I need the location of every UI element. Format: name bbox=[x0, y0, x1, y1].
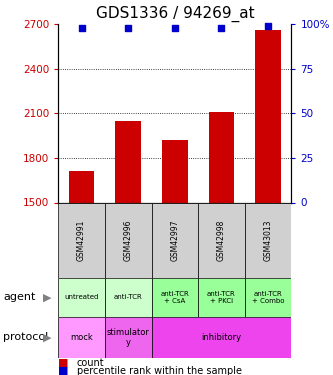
Text: GSM43013: GSM43013 bbox=[263, 219, 273, 261]
Bar bbox=[69, 171, 95, 202]
Bar bbox=[152, 202, 198, 278]
Text: inhibitory: inhibitory bbox=[201, 333, 241, 342]
Text: protocol: protocol bbox=[3, 333, 49, 342]
Bar bbox=[208, 112, 234, 202]
Bar bbox=[245, 278, 291, 317]
Bar bbox=[58, 317, 105, 358]
Bar bbox=[152, 317, 291, 358]
Text: ■: ■ bbox=[58, 358, 69, 368]
Bar bbox=[245, 202, 291, 278]
Text: mock: mock bbox=[70, 333, 93, 342]
Text: ▶: ▶ bbox=[43, 333, 52, 342]
Text: ▶: ▶ bbox=[43, 292, 52, 302]
Point bbox=[265, 23, 271, 29]
Bar bbox=[162, 140, 188, 202]
Point bbox=[172, 25, 177, 31]
Text: agent: agent bbox=[3, 292, 36, 302]
Text: anti-TCR
+ CsA: anti-TCR + CsA bbox=[161, 291, 189, 304]
Text: anti-TCR: anti-TCR bbox=[114, 294, 143, 300]
Point bbox=[219, 25, 224, 31]
Bar bbox=[58, 202, 105, 278]
Bar bbox=[198, 202, 245, 278]
Bar bbox=[116, 121, 141, 202]
Text: ■: ■ bbox=[58, 366, 69, 375]
Bar bbox=[105, 202, 152, 278]
Text: GSM42997: GSM42997 bbox=[170, 219, 179, 261]
Bar bbox=[105, 278, 152, 317]
Bar bbox=[255, 30, 281, 202]
Title: GDS1336 / 94269_at: GDS1336 / 94269_at bbox=[96, 5, 254, 22]
Text: anti-TCR
+ Combo: anti-TCR + Combo bbox=[252, 291, 284, 304]
Bar bbox=[198, 278, 245, 317]
Text: GSM42991: GSM42991 bbox=[77, 219, 86, 261]
Text: percentile rank within the sample: percentile rank within the sample bbox=[77, 366, 241, 375]
Text: anti-TCR
+ PKCi: anti-TCR + PKCi bbox=[207, 291, 236, 304]
Bar bbox=[105, 317, 152, 358]
Text: GSM42998: GSM42998 bbox=[217, 219, 226, 261]
Text: stimulator
y: stimulator y bbox=[107, 328, 150, 347]
Point bbox=[126, 25, 131, 31]
Bar bbox=[58, 278, 105, 317]
Text: GSM42996: GSM42996 bbox=[124, 219, 133, 261]
Point bbox=[79, 25, 84, 31]
Bar bbox=[152, 278, 198, 317]
Text: count: count bbox=[77, 358, 104, 368]
Text: untreated: untreated bbox=[64, 294, 99, 300]
